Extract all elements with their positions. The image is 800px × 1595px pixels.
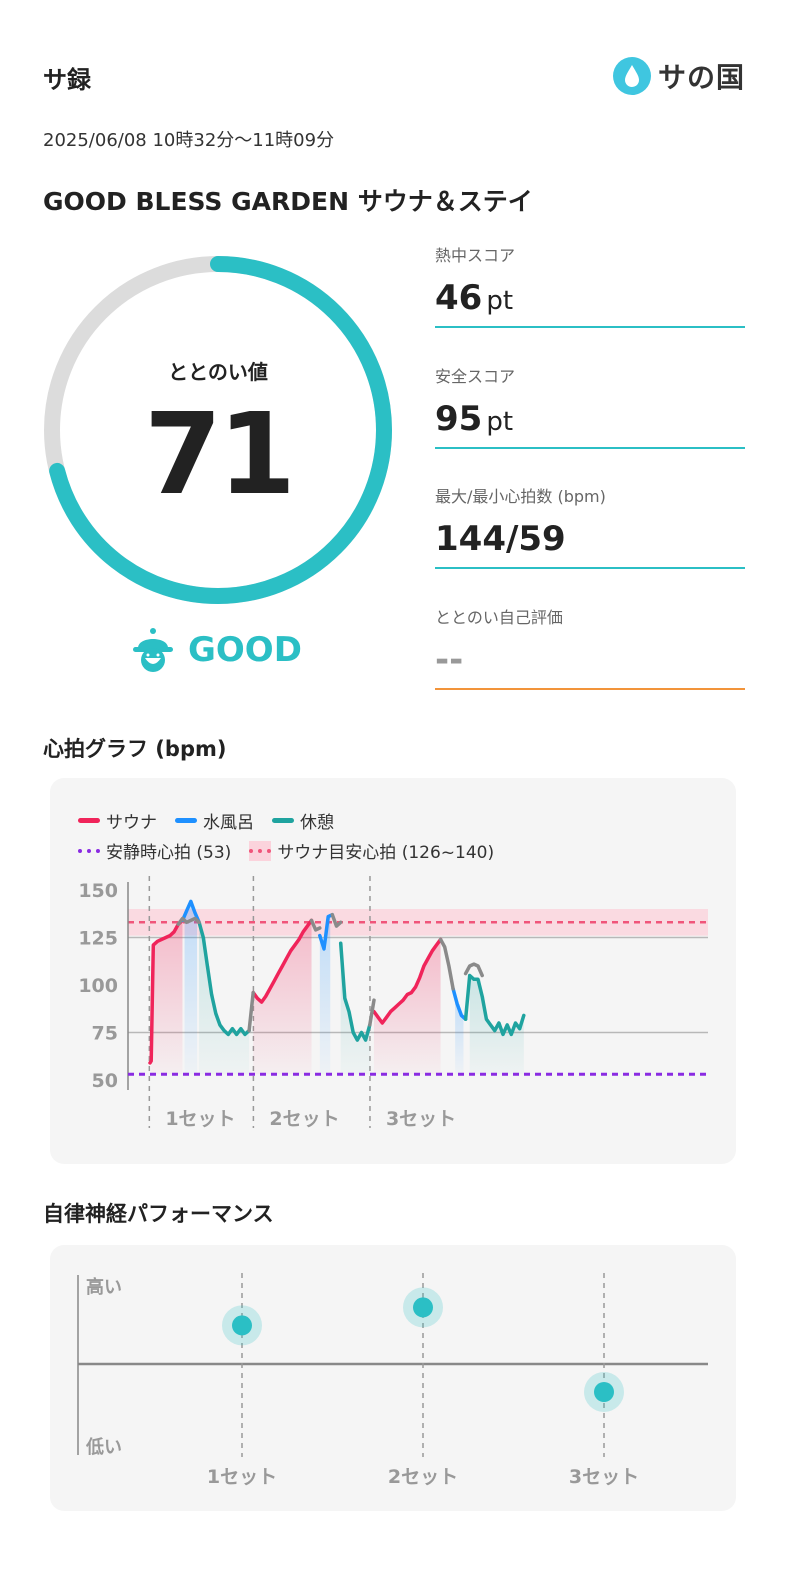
y-tick-label: 125 (78, 928, 118, 950)
score-self-evaluation[interactable]: ととのい自己評価 -- (435, 604, 745, 690)
brand-logo: サの国 (612, 56, 745, 96)
series-line (368, 998, 376, 1027)
y-tick-label: 50 (92, 1070, 118, 1092)
legend-target-hr: サウナ目安心拍 (126~140) (249, 838, 494, 863)
totonoi-ring (40, 252, 396, 608)
score-heat: 熱中スコア 46 pt (435, 242, 745, 328)
data-point (413, 1297, 433, 1318)
set-label: 2セット (269, 1108, 339, 1130)
area-fill-sauna (373, 939, 441, 1075)
water-drop-icon (613, 57, 651, 95)
y-label-low: 低い (85, 1436, 122, 1458)
heart-graph-title: 心拍グラフ (bpm) (43, 737, 227, 761)
series-line (309, 918, 322, 932)
series-line (247, 990, 255, 1033)
series-line (372, 937, 443, 1025)
totonoi-label: ととのい値 (168, 360, 268, 384)
autonomic-card: 高い低い 1セット 2セット 3セット (50, 1245, 736, 1511)
series-line (318, 912, 335, 951)
facility-name: GOOD BLESS GARDEN サウナ＆ステイ (43, 187, 533, 216)
series-line (463, 962, 484, 978)
set-label: 3セット (386, 1108, 456, 1130)
app-title: サ録 (43, 66, 91, 94)
legend-cold-bath: 水風呂 (175, 808, 254, 833)
y-tick-label: 75 (92, 1023, 118, 1045)
legend-rest: 休憩 (272, 808, 334, 833)
category-label: 2セット (388, 1466, 458, 1488)
totonoi-value: 71 (144, 390, 296, 520)
legend-resting-hr: 安静時心拍 (53) (78, 838, 231, 863)
score-label: 最大/最小心拍数 (bpm) (435, 487, 606, 506)
y-tick-label: 100 (78, 975, 118, 997)
totonoi-ring-progress (44, 256, 392, 604)
score-value: 46 pt (435, 278, 514, 318)
score-label: ととのい自己評価 (435, 608, 563, 627)
series-line (180, 899, 201, 925)
series-line (338, 941, 372, 1042)
series-line (251, 918, 314, 1004)
session-datetime: 2025/06/08 10時32分〜11時09分 (43, 130, 335, 151)
series-line (176, 916, 201, 926)
series-line (451, 987, 468, 1021)
score-label: 安全スコア (435, 367, 516, 386)
data-point (594, 1382, 614, 1402)
series-line (438, 937, 455, 991)
score-safety: 安全スコア 95 pt (435, 363, 745, 449)
area-fill-rest (340, 943, 370, 1075)
score-heart-rate: 最大/最小心拍数 (bpm) 144/59 (435, 483, 745, 569)
heart-graph-card: サウナ 水風呂 休憩 安静時心拍 (53) サウナ目安心拍 (126~140) … (50, 778, 736, 1164)
series-line (197, 920, 251, 1037)
legend-row-1: サウナ 水風呂 休憩 (78, 808, 352, 833)
autonomic-title: 自律神経パフォーマンス (43, 1202, 274, 1226)
sauna-hat-face-icon (133, 628, 173, 672)
score-value: 144/59 (435, 519, 566, 559)
rating-text: GOOD (188, 630, 302, 670)
y-label-high: 高い (86, 1276, 122, 1298)
self-evaluation-value[interactable]: -- (435, 640, 464, 680)
area-fill-cold (184, 901, 198, 1075)
logo-text: サの国 (658, 61, 746, 94)
legend-row-2: 安静時心拍 (53) サウナ目安心拍 (126~140) (78, 838, 512, 863)
y-tick-label: 150 (78, 880, 118, 902)
area-fill-rest (199, 922, 250, 1075)
area-fill-sauna (151, 920, 183, 1075)
legend-sauna: サウナ (78, 808, 157, 833)
series-line (463, 973, 526, 1037)
area-fill-cold (455, 988, 464, 1075)
data-point (232, 1315, 252, 1336)
area-fill-sauna (253, 920, 312, 1075)
series-line (330, 912, 343, 928)
score-label: 熱中スコア (435, 246, 516, 265)
score-value: 95 pt (435, 399, 514, 439)
category-label: 3セット (569, 1466, 639, 1488)
heart-rate-chart: 150 125 100 75 50 1セット 2セット 3セット (78, 876, 708, 1130)
series-line (148, 918, 185, 1065)
category-label: 1セット (207, 1466, 277, 1488)
rating-badge: GOOD (130, 626, 302, 674)
area-fill-cold (319, 916, 331, 1075)
set-label: 1セット (165, 1108, 235, 1130)
